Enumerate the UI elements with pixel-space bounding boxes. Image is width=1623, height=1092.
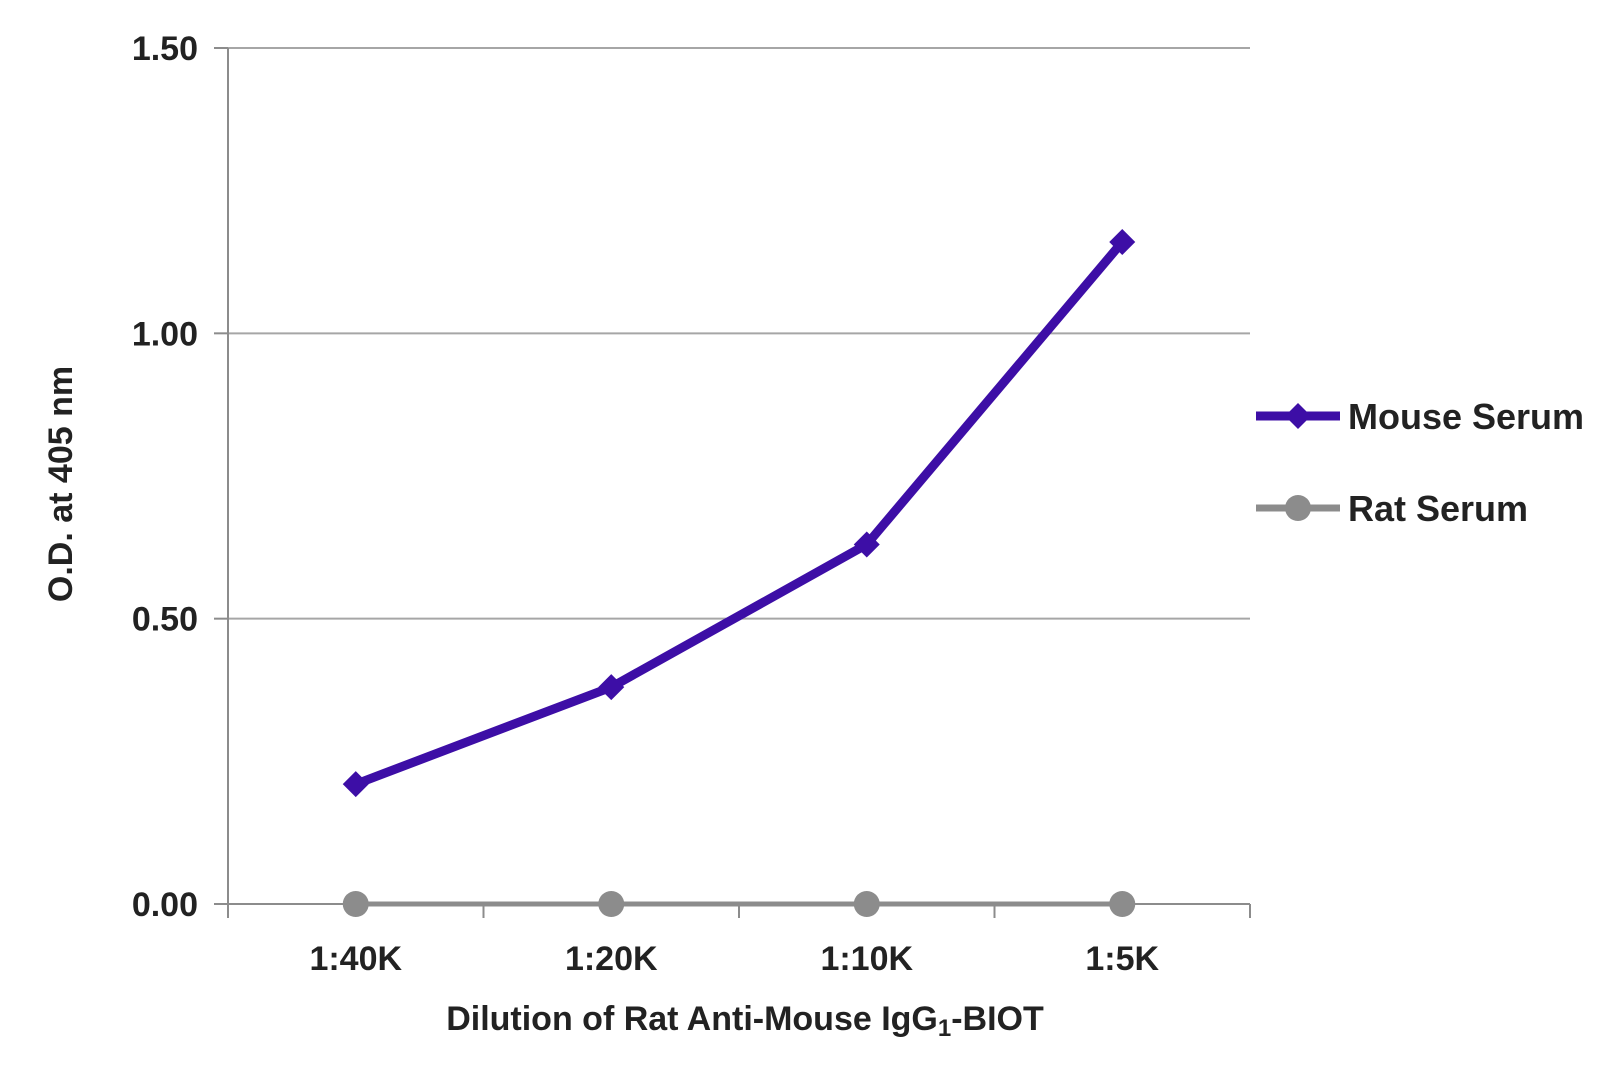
legend: Mouse Serum Rat Serum: [1256, 396, 1584, 529]
y-axis-title: O.D. at 405 nm: [42, 366, 80, 602]
x-tick-label: 1:10K: [820, 940, 913, 978]
legend-item: Mouse Serum: [1256, 396, 1584, 437]
data-point: [598, 891, 625, 917]
data-point: [342, 771, 369, 798]
data-point: [1109, 229, 1136, 256]
data-point: [853, 891, 880, 917]
gridlines: [228, 47, 1250, 620]
series-line: [354, 239, 1126, 789]
x-tick-label: 1:20K: [565, 940, 658, 978]
y-tick-label: 0.50: [132, 601, 198, 639]
x-axis-tick-labels: 1:40K 1:20K 1:10K 1:5K: [309, 940, 1159, 978]
legend-marker: [1285, 495, 1311, 521]
y-tick-label: 1.00: [132, 315, 198, 353]
x-axis-title-suffix: -BIOT: [951, 1000, 1044, 1038]
series-rat-serum: [342, 891, 1136, 917]
legend-label: Rat Serum: [1348, 488, 1528, 529]
x-axis-title-subscript: 1: [938, 1015, 951, 1042]
data-point: [342, 891, 369, 917]
data-point: [1109, 891, 1136, 917]
x-axis-title: Dilution of Rat Anti-Mouse IgG1-BIOT: [446, 1000, 1044, 1042]
y-axis-tick-labels: 0.00 0.50 1.00 1.50: [132, 30, 198, 924]
series-mouse-serum: [342, 229, 1136, 798]
x-axis-title-main: Dilution of Rat Anti-Mouse IgG: [446, 1000, 938, 1038]
y-tick-label: 1.50: [132, 30, 198, 68]
data-point: [853, 531, 880, 558]
data-point: [598, 674, 625, 701]
legend-item: Rat Serum: [1256, 488, 1528, 529]
series-layer: [342, 229, 1136, 917]
x-tick-label: 1:40K: [309, 940, 402, 978]
x-tick-label: 1:5K: [1085, 940, 1159, 978]
legend-label: Mouse Serum: [1348, 396, 1584, 437]
y-tick-label: 0.00: [132, 886, 198, 924]
legend-marker: [1285, 403, 1311, 429]
axes: [214, 47, 1251, 918]
